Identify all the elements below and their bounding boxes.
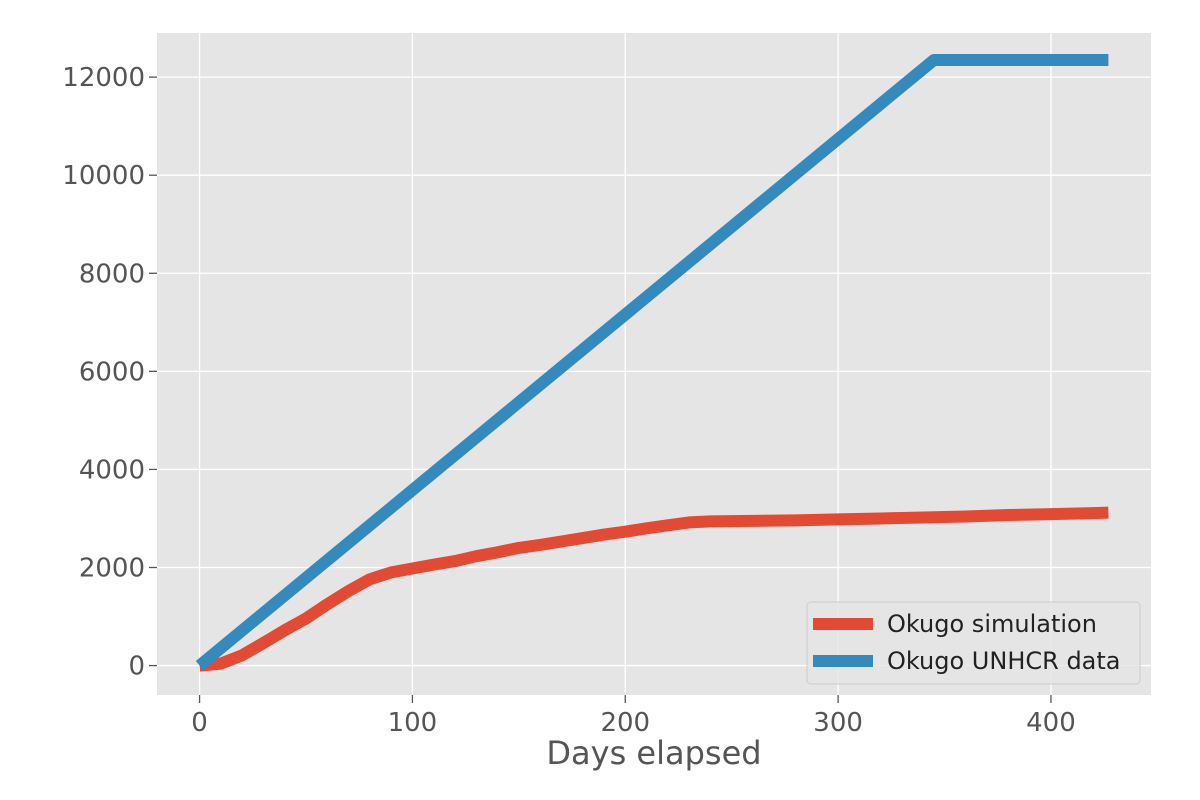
y-tick-label: 10000 [62,161,145,191]
series-group [195,54,1109,672]
y-axis-ticks: 0 2000 4000 6000 8000 10000 12000 [62,63,157,682]
y-tick-label: 0 [128,652,145,682]
x-tick-label: 200 [600,708,650,738]
y-tick-label: 8000 [79,259,145,289]
x-tick-label: 0 [191,708,208,738]
x-axis-label: Days elapsed [546,734,761,772]
legend: Okugo simulation Okugo UNHCR data [806,601,1141,685]
y-tick-label: 4000 [79,455,145,485]
y-tick-label: 12000 [62,63,145,93]
series-line-0 [199,506,1109,672]
legend-label: Okugo simulation [887,610,1097,638]
y-tick-label: 6000 [79,357,145,387]
x-axis-ticks: 0 100 200 300 400 [191,695,1076,738]
plot-area-background [157,33,1151,695]
x-tick-label: 100 [388,708,438,738]
legend-box [806,601,1141,685]
x-tick-label: 300 [813,708,863,738]
x-tick-label: 400 [1026,708,1076,738]
legend-label: Okugo UNHCR data [887,647,1121,675]
series-line-1 [195,54,1109,671]
y-tick-label: 2000 [79,554,145,584]
